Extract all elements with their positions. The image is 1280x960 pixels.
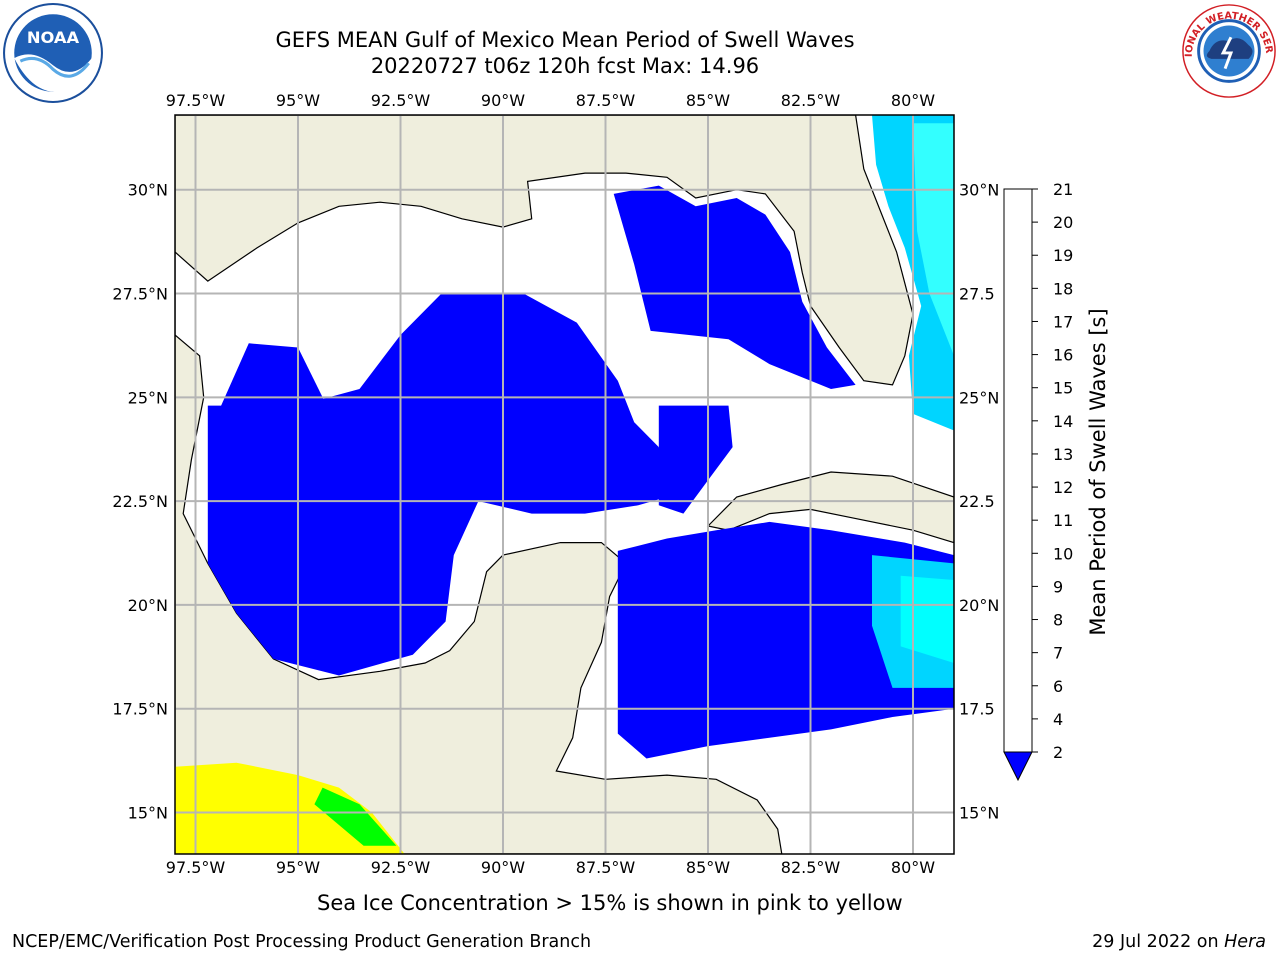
lat-label-left-0: 30°N <box>128 181 168 200</box>
lat-label-right-4: 20°N <box>959 596 999 615</box>
lon-label-top-0: 97.5°W <box>166 91 226 110</box>
lon-label-bottom-7: 80°W <box>891 858 935 877</box>
plot-frame <box>174 114 955 855</box>
colorbar-tick-label-5: 9 <box>1053 577 1063 596</box>
colorbar-tick-label-16: 20 <box>1053 213 1073 232</box>
caribbean-swell <box>617 521 954 759</box>
lon-label-top-4: 87.5°W <box>576 91 636 110</box>
footer-date: 29 Jul 2022 on Hera <box>1092 932 1266 952</box>
noaa-logo: NOAA <box>3 3 103 103</box>
lat-label-right-5: 17.5 <box>959 700 995 719</box>
gulf-northeast-swell <box>613 185 856 389</box>
chart-subtitle: 20220727 t06z 120h fcst Max: 14.96 <box>370 54 760 78</box>
lon-label-bottom-3: 90°W <box>481 858 525 877</box>
pacific-swell-green <box>314 787 397 846</box>
cuba-land <box>706 471 954 544</box>
colorbar-tick-label-3: 7 <box>1053 644 1063 663</box>
lon-label-top-1: 95°W <box>276 91 320 110</box>
graticule <box>175 115 954 854</box>
colorbar: 2 4 6 7 8 9 10 11 12 13 14 15 16 17 18 19 20 21 <box>1003 180 1073 782</box>
lon-label-bottom-2: 92.5°W <box>371 858 431 877</box>
lon-label-bottom-4: 87.5°W <box>576 858 636 877</box>
colorbar-frame <box>1003 188 1033 753</box>
colorbar-tick-label-1: 4 <box>1053 710 1063 729</box>
lat-label-left-1: 27.5°N <box>112 285 168 304</box>
map-plot <box>175 115 954 854</box>
lon-label-top-5: 85°W <box>686 91 730 110</box>
colorbar-tick-label-11: 15 <box>1053 379 1073 398</box>
axis-tick-labels: 97.5°W 97.5°W 95°W 95°W 92.5°W 92.5°W 90°W 90°W… <box>112 91 999 877</box>
colorbar-tick-label-2: 6 <box>1053 677 1063 696</box>
colorbar-tick-label-10: 14 <box>1053 412 1073 431</box>
lon-label-top-3: 90°W <box>481 91 525 110</box>
lon-label-top-6: 82.5°W <box>781 91 841 110</box>
lat-label-left-2: 25°N <box>128 388 168 407</box>
colorbar-tick-label-9: 13 <box>1053 445 1073 464</box>
lon-label-bottom-1: 95°W <box>276 858 320 877</box>
atlantic-swell-light <box>913 123 954 356</box>
lat-label-right-0: 30°N <box>959 181 999 200</box>
svg-text:NOAA: NOAA <box>27 28 80 47</box>
footer-date-text: 29 Jul 2022 on <box>1092 932 1225 952</box>
lat-label-right-3: 22.5 <box>959 492 995 511</box>
lat-label-right-1: 27.5 <box>959 285 995 304</box>
colorbar-tick-label-13: 17 <box>1053 312 1073 331</box>
lon-label-top-2: 92.5°W <box>371 91 431 110</box>
lat-label-right-2: 25°N <box>959 388 999 407</box>
lon-label-bottom-5: 85°W <box>686 858 730 877</box>
lat-label-left-6: 15°N <box>128 803 168 822</box>
lon-label-top-7: 80°W <box>891 91 935 110</box>
sea-ice-note: Sea Ice Concentration > 15% is shown in … <box>317 891 903 915</box>
lon-label-bottom-0: 97.5°W <box>166 858 226 877</box>
colorbar-tick-label-6: 10 <box>1053 544 1073 563</box>
nws-logo: NATIONAL WEATHER SERVICE <box>1180 2 1276 98</box>
caribbean-east-swell-light <box>900 575 954 663</box>
colorbar-tick-label-12: 16 <box>1053 346 1073 365</box>
colorbar-tick-label-17: 21 <box>1053 180 1073 199</box>
footer-host: Hera <box>1224 932 1266 952</box>
gulf-southeast-swell <box>658 405 733 514</box>
lat-label-right-6: 15°N <box>959 803 999 822</box>
colorbar-tick-label-0: 2 <box>1053 743 1063 762</box>
lon-label-bottom-6: 82.5°W <box>781 858 841 877</box>
colorbar-tick-label-8: 12 <box>1053 478 1073 497</box>
lat-label-left-3: 22.5°N <box>112 492 168 511</box>
colorbar-tick-label-4: 8 <box>1053 611 1063 630</box>
colorbar-extend-triangle <box>1003 751 1033 782</box>
colorbar-tick-label-7: 11 <box>1053 511 1073 530</box>
colorbar-tick-label-15: 19 <box>1053 246 1073 265</box>
footer-credit: NCEP/EMC/Verification Post Processing Pr… <box>12 932 592 952</box>
lat-label-left-4: 20°N <box>128 596 168 615</box>
gulf-central-swell <box>207 293 668 676</box>
chart-title: GEFS MEAN Gulf of Mexico Mean Period of … <box>275 28 855 52</box>
colorbar-label: Mean Period of Swell Waves [s] <box>1086 308 1110 636</box>
lat-label-left-5: 17.5°N <box>112 700 168 719</box>
colorbar-tick-label-14: 18 <box>1053 279 1073 298</box>
